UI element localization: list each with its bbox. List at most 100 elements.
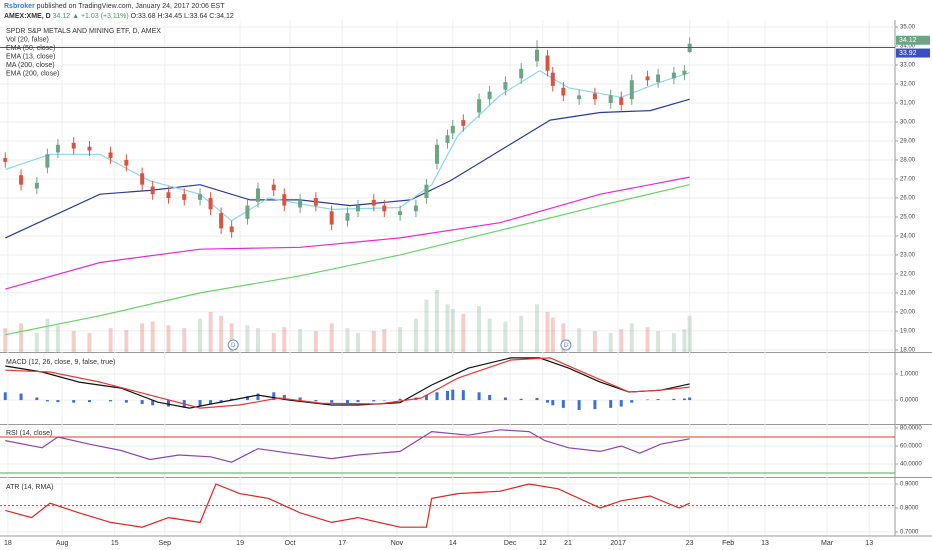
volume-bar: [592, 331, 597, 352]
histogram-bar: [577, 400, 581, 410]
legend-item: EMA (200, close): [6, 70, 59, 77]
histogram-bar: [477, 392, 481, 401]
candle-body: [398, 211, 403, 216]
volume-bar: [629, 323, 634, 352]
price-line-label: 33.92: [899, 50, 917, 57]
x-tick-label: Mar: [821, 540, 834, 547]
legend-title: SPDR S&P METALS AND MINING ETF, D, AMEX: [6, 28, 161, 35]
volume-bar: [71, 331, 76, 352]
volume-bar: [108, 328, 113, 352]
volume-bar: [182, 328, 187, 352]
volume-bar: [619, 329, 624, 352]
candle-body: [519, 68, 524, 79]
histogram-bar: [282, 394, 286, 401]
x-tick-label: Aug: [56, 540, 69, 547]
x-tick-label: Sep: [159, 540, 172, 547]
volume-bar: [34, 332, 39, 352]
legend-item: EMA (13, close): [6, 53, 55, 60]
volume-bar: [3, 328, 8, 352]
histogram-bar: [3, 392, 7, 401]
y-tick-label: 33.00: [900, 63, 916, 69]
candle-body: [503, 82, 508, 90]
volume-bar: [356, 332, 360, 352]
volume-bar: [166, 325, 171, 352]
x-tick-label: 13: [761, 540, 769, 547]
x-tick-label: Nov: [391, 540, 404, 547]
x-tick-label: 15: [111, 540, 119, 547]
histogram-bar: [124, 400, 128, 403]
volume-bar: [450, 309, 455, 352]
volume-bar: [671, 332, 676, 352]
y-tick-label: 40.0000: [900, 462, 922, 468]
histogram-bar: [45, 400, 49, 402]
price-line-label-box: [896, 48, 930, 58]
histogram-bar: [451, 389, 455, 401]
histogram-bar: [230, 398, 234, 401]
histogram-bar: [488, 394, 492, 401]
y-tick-label: 0.8000: [900, 506, 919, 512]
indicator-line: [5, 176, 690, 290]
candle-body: [329, 211, 334, 225]
histogram-bar: [166, 400, 170, 407]
volume-bar: [550, 317, 555, 352]
candle-body: [561, 87, 566, 96]
volume-bar: [45, 318, 50, 352]
header-line: Rsbroker published on TradingView.com, J…: [4, 3, 225, 10]
x-tick-label: 13: [865, 540, 873, 547]
candle-body: [545, 55, 550, 71]
candle-body: [182, 194, 187, 200]
publisher: Rsbroker: [4, 3, 35, 10]
histogram-bar: [535, 397, 539, 401]
histogram-bar: [109, 400, 113, 402]
plot: 18 Aug 15 Sep 19 Oct 17 Nov 14 Dec 12 21 2017 23 Feb 13…: [0, 20, 932, 547]
volume-bar: [687, 315, 692, 352]
histogram-bar: [209, 400, 213, 404]
candle-body: [445, 135, 450, 143]
volume-bar: [198, 318, 203, 352]
volume-bar: [561, 323, 566, 352]
y-tick-label: 0.7000: [900, 530, 919, 536]
volume-bar: [477, 306, 482, 352]
candle-body: [434, 144, 439, 164]
y-tick-label: 0.9000: [900, 482, 919, 488]
pane-title: MACD (12, 26, close, 9, false, true): [6, 359, 115, 366]
volume-bar: [87, 332, 92, 352]
histogram-bar: [682, 398, 686, 401]
volume-bar: [608, 332, 613, 352]
histogram-bar: [256, 393, 260, 401]
candle-body: [255, 188, 260, 202]
y-tick-label: 18.00: [900, 347, 916, 353]
y-tick-label: 28.00: [900, 158, 916, 164]
histogram-bar: [35, 397, 39, 401]
candle-body: [124, 159, 129, 166]
histogram-bar: [546, 400, 550, 403]
indicator-line: [5, 357, 690, 409]
x-tick-label: 14: [449, 540, 457, 547]
change: 34.12 ▲ +1.03 (+3.11%): [51, 13, 129, 20]
indicator-line: [5, 98, 690, 239]
volume-bar: [124, 330, 129, 352]
x-tick-label: 19: [236, 540, 244, 547]
indicator-line: [5, 429, 690, 463]
x-tick-label: 21: [564, 540, 572, 547]
histogram-bar: [88, 400, 91, 403]
histogram-bar: [672, 398, 676, 401]
histogram-bar: [219, 400, 223, 403]
histogram-bar: [345, 400, 349, 404]
candle-body: [535, 49, 539, 62]
candle-body: [198, 194, 203, 200]
histogram-bar: [461, 390, 465, 401]
y-tick-label: 1.0000: [900, 372, 919, 378]
volume-bar: [535, 304, 539, 352]
last-price-label: 34.12: [899, 37, 917, 44]
volume-bar: [271, 332, 276, 352]
y-tick-label: 26.00: [900, 196, 916, 202]
candle-body: [477, 99, 482, 113]
histogram-bar: [245, 396, 249, 401]
candle-body: [245, 205, 250, 219]
volume-bar: [150, 321, 155, 352]
histogram-bar: [198, 400, 202, 407]
candle-body: [229, 226, 234, 233]
candle-body: [382, 205, 387, 212]
